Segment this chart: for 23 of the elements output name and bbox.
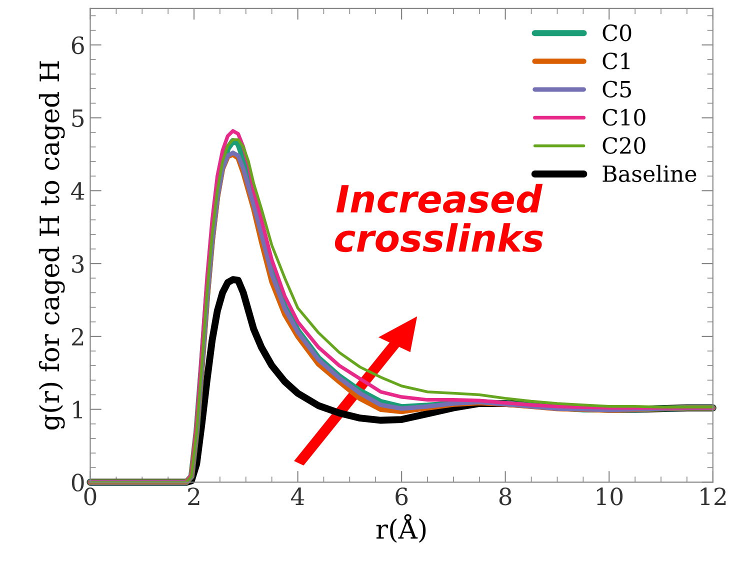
legend-label: C0 [602,24,632,42]
legend-label: Baseline [602,164,696,182]
legend-label: C20 [602,137,646,154]
y-tick-label: 6 [72,36,84,54]
x-tick-label: 4 [291,488,304,506]
y-tick-label: 1 [73,400,82,418]
y-tick-label: 3 [72,255,84,273]
y-tick-label: 2 [72,328,84,346]
y-tick-label: 5 [72,110,84,128]
x-tick-label: 0 [84,488,96,506]
y-tick-label: 4 [71,182,84,200]
y-tick-label: 0 [72,474,84,492]
legend-label: C1 [602,52,630,70]
x-tick-label: 8 [499,488,512,506]
y-axis-title: g(r) for caged H to caged H [38,61,65,430]
x-tick-label: 6 [396,488,408,506]
x-tick-label: 10 [596,488,623,506]
legend-label: C5 [602,80,631,98]
x-axis-title: r(Å) [376,514,426,543]
legend-label: C10 [602,108,646,126]
annotation: Increased crosslinks [334,184,544,252]
x-tick-label: 2 [188,488,200,506]
x-tick-label: 12 [700,488,726,506]
